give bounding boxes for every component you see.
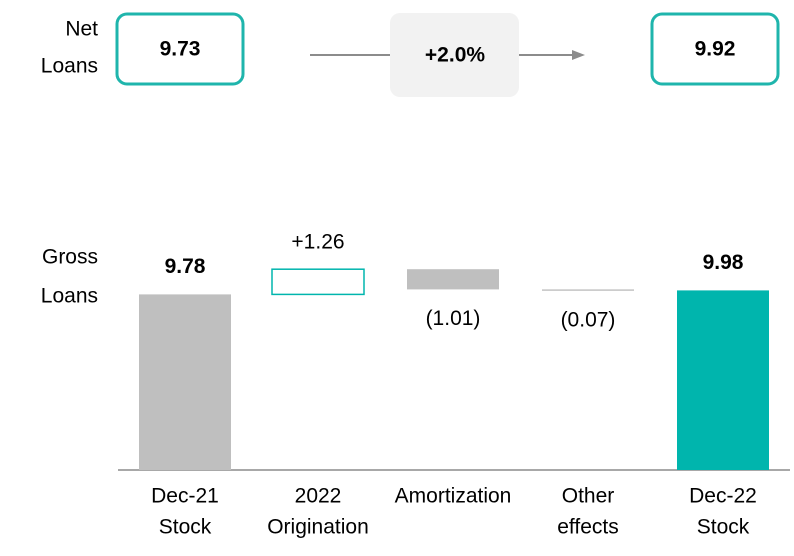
x-tick-label: effects (557, 516, 618, 539)
start-box (115, 12, 245, 86)
end-value: 9.92 (695, 38, 736, 61)
x-tick-label: Amortization (395, 485, 512, 508)
x-tick-label: 2022 (295, 485, 342, 508)
value-label: 9.78 (165, 255, 206, 278)
bar (677, 290, 769, 470)
x-tick-label: Stock (697, 516, 750, 539)
change-box (390, 13, 519, 97)
change-value: +2.0% (425, 44, 485, 67)
start-value: 9.73 (160, 38, 201, 61)
bar (407, 269, 499, 290)
value-label: (1.01) (426, 307, 481, 330)
arrow-head (572, 50, 585, 60)
x-tick-label: Origination (267, 516, 369, 539)
value-label: +1.26 (291, 231, 344, 254)
bar (139, 294, 231, 470)
x-tick-label: Stock (159, 516, 212, 539)
y-label: Gross (42, 246, 98, 269)
end-box (650, 12, 780, 86)
net-loans-label: Loans (41, 55, 98, 78)
net-loans-label: Net (65, 18, 98, 41)
x-tick-label: Dec-22 (689, 485, 757, 508)
y-label: Loans (41, 285, 98, 308)
x-tick-label: Dec-21 (151, 485, 219, 508)
value-label: 9.98 (703, 251, 744, 274)
bar (542, 289, 634, 291)
bar (271, 268, 365, 296)
x-tick-label: Other (562, 485, 615, 508)
value-label: (0.07) (561, 308, 616, 331)
